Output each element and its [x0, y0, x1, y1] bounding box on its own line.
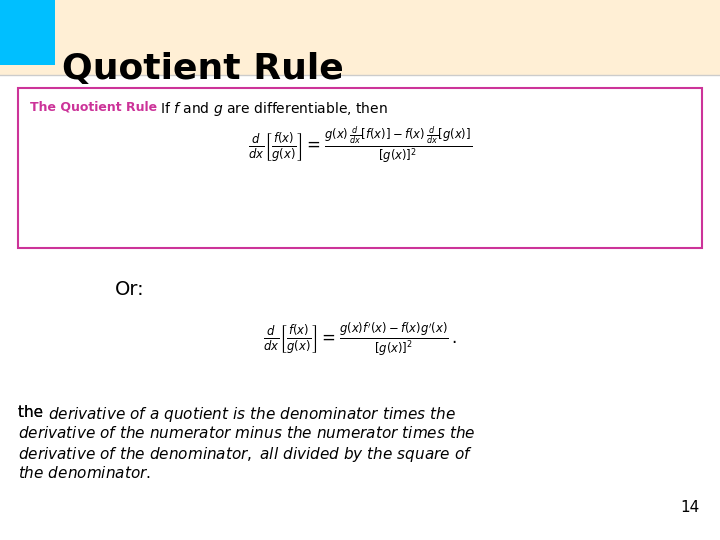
Text: $\mathit{derivative\ of\ the\ denominator,\ all\ divided\ by\ the\ square\ of}$: $\mathit{derivative\ of\ the\ denominato… — [18, 445, 473, 464]
Text: $\frac{d}{dx}\left[\frac{f(x)}{g(x)}\right] = \frac{g(x)\,\frac{d}{dx}[f(x)] - f: $\frac{d}{dx}\left[\frac{f(x)}{g(x)}\rig… — [248, 124, 472, 166]
Text: 14: 14 — [680, 500, 700, 515]
Text: $\mathit{the\ denominator.}$: $\mathit{the\ denominator.}$ — [18, 465, 151, 481]
Text: Quotient Rule: Quotient Rule — [62, 52, 343, 86]
Text: If $f$ and $g$ are differentiable, then: If $f$ and $g$ are differentiable, then — [160, 100, 388, 118]
FancyBboxPatch shape — [0, 0, 55, 65]
Text: $\mathit{derivative\ of\ a\ quotient\ is\ the\ denominator\ times\ the}$: $\mathit{derivative\ of\ a\ quotient\ is… — [48, 405, 456, 424]
Text: the: the — [18, 405, 48, 420]
Text: the: the — [18, 405, 48, 420]
Text: Or:: Or: — [115, 280, 145, 299]
FancyBboxPatch shape — [0, 0, 720, 75]
Text: $\frac{d}{dx}\left[\frac{f(x)}{g(x)}\right] = \frac{g(x)f'(x) - f(x)g'(x)}{[g(x): $\frac{d}{dx}\left[\frac{f(x)}{g(x)}\rig… — [263, 322, 457, 359]
Text: $\mathit{derivative\ of\ the\ numerator\ minus\ the\ numerator\ times\ the}$: $\mathit{derivative\ of\ the\ numerator\… — [18, 425, 476, 441]
Text: The Quotient Rule: The Quotient Rule — [30, 100, 157, 113]
FancyBboxPatch shape — [18, 88, 702, 248]
